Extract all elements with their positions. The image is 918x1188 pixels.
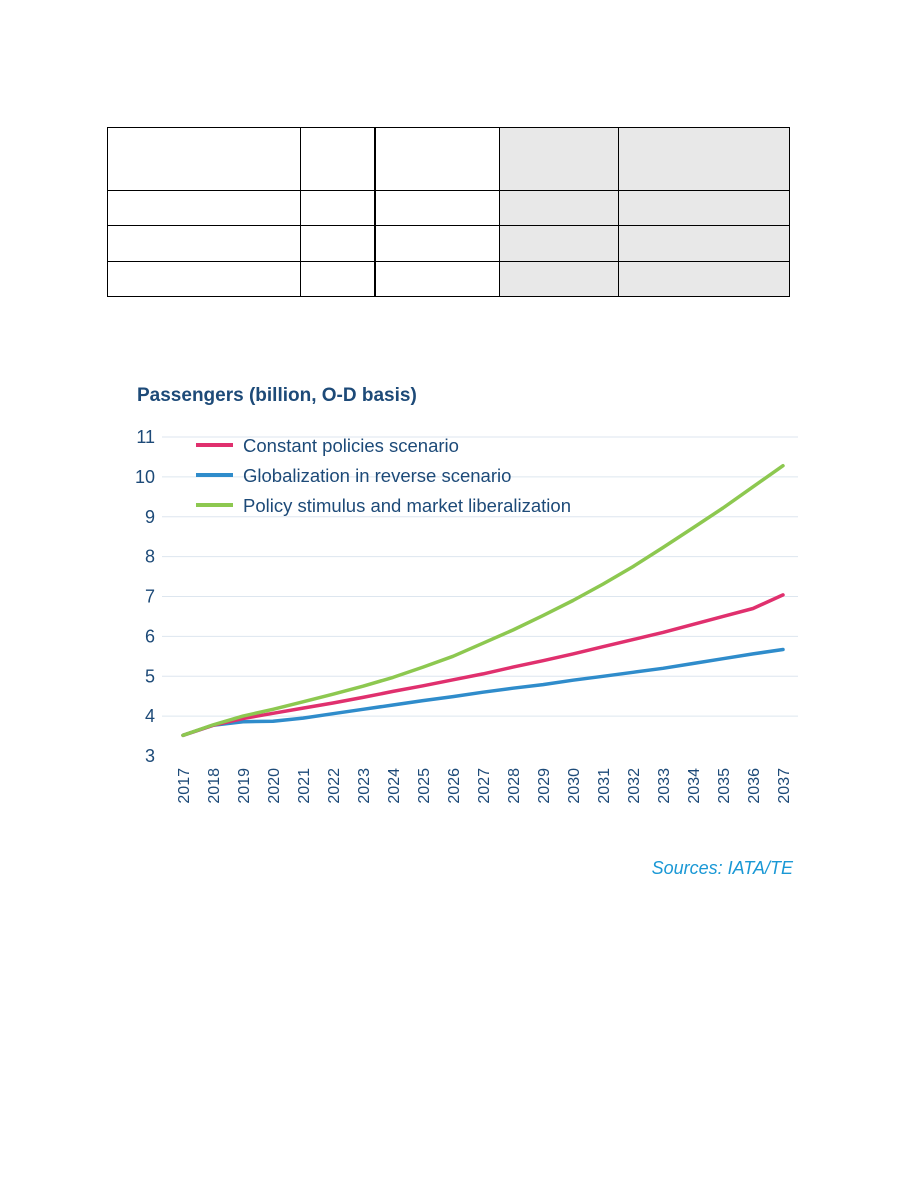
table-header-row (107, 127, 790, 191)
x-tick-label: 2026 (446, 768, 463, 804)
y-tick-label: 3 (145, 746, 155, 766)
series-lines (181, 463, 785, 738)
x-tick-label: 2034 (686, 768, 703, 804)
series-line (181, 463, 785, 738)
series-line (181, 647, 785, 738)
legend-label: Globalization in reverse scenario (243, 465, 511, 486)
table-cell (618, 127, 790, 191)
y-tick-label: 6 (145, 626, 155, 646)
y-axis-tick-labels: 3 4 5 6 7 8 9 10 11 (135, 427, 155, 766)
chart-source-note: Sources: IATA/TE (652, 858, 794, 878)
x-tick-label: 2033 (656, 768, 673, 804)
table-cell (499, 127, 619, 191)
table-cell (499, 189, 619, 227)
x-tick-label: 2018 (206, 768, 223, 804)
x-tick-label: 2024 (386, 768, 403, 804)
table-cell (618, 225, 790, 262)
x-tick-label: 2028 (506, 768, 523, 804)
table-cell (373, 127, 500, 191)
y-tick-label: 10 (135, 467, 155, 487)
series-line (181, 593, 785, 738)
y-tick-label: 4 (145, 706, 155, 726)
x-axis-tick-labels: 2017 2018 2019 2020 2021 2022 2023 2024 2025 2026… (176, 768, 793, 804)
table-row (107, 260, 790, 298)
x-tick-label: 2036 (746, 768, 763, 804)
x-tick-label: 2025 (416, 768, 433, 804)
x-tick-label: 2030 (566, 768, 583, 804)
table-row (107, 225, 790, 262)
y-tick-label: 8 (145, 547, 155, 567)
x-tick-label: 2020 (266, 768, 283, 804)
table-cell (499, 225, 619, 262)
legend: Constant policies scenario Globalization … (196, 435, 571, 516)
x-tick-label: 2035 (716, 768, 733, 804)
table-cell (618, 189, 790, 227)
x-tick-label: 2019 (236, 768, 253, 804)
y-tick-label: 5 (145, 666, 155, 686)
x-tick-label: 2022 (326, 768, 343, 804)
y-tick-label: 9 (145, 507, 155, 527)
x-tick-label: 2031 (596, 768, 613, 804)
table-cell (107, 189, 301, 227)
table-cell (107, 127, 301, 191)
x-tick-label: 2029 (536, 768, 553, 804)
chart-title: Passengers (billion, O-D basis) (137, 385, 417, 406)
table-cell (618, 260, 790, 298)
legend-label: Constant policies scenario (243, 435, 459, 456)
y-tick-label: 7 (145, 587, 155, 607)
table-row (107, 189, 790, 227)
x-tick-label: 2021 (296, 768, 313, 804)
x-tick-label: 2037 (776, 768, 793, 804)
x-tick-label: 2023 (356, 768, 373, 804)
table-cell (373, 189, 500, 227)
empty-data-table (107, 127, 790, 298)
x-tick-label: 2017 (176, 768, 193, 804)
x-tick-label: 2027 (476, 768, 493, 804)
x-tick-label: 2032 (626, 768, 643, 804)
y-tick-label: 11 (136, 427, 155, 447)
legend-label: Policy stimulus and market liberalizatio… (243, 495, 571, 516)
table-cell (499, 260, 619, 298)
table-cell (373, 260, 500, 298)
table-cell (300, 260, 375, 298)
